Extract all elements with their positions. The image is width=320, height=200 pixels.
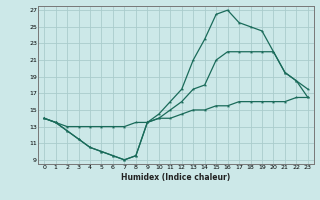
X-axis label: Humidex (Indice chaleur): Humidex (Indice chaleur) [121, 173, 231, 182]
